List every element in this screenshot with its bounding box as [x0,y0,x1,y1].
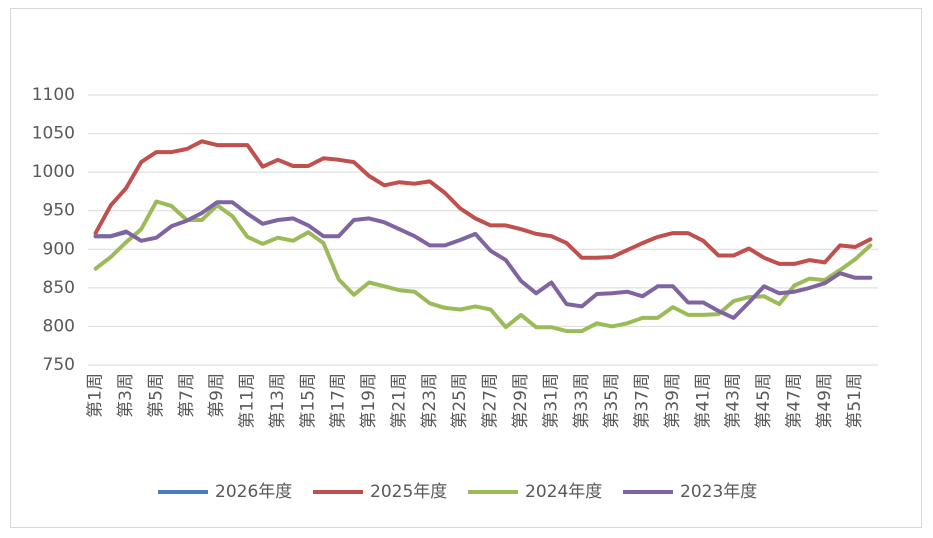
y-tick-label: 1050 [32,124,75,144]
x-tick-label: 第41周 [693,373,713,429]
x-tick-label: 第7周 [177,373,197,418]
legend-item: 2023年度 [623,482,757,502]
legend-item: 2025年度 [313,482,447,502]
x-tick-label: 第43周 [724,373,744,429]
legend-label: 2024年度 [525,482,602,502]
x-tick-label: 第15周 [298,373,318,429]
x-tick-label: 第37周 [633,373,653,429]
x-tick-label: 第5周 [146,373,166,418]
x-tick-label: 第27周 [481,373,501,429]
x-tick-label: 第33周 [572,373,592,429]
chart-frame [10,8,922,528]
x-tick-label: 第35周 [602,373,622,429]
x-tick-label: 第31周 [541,373,561,429]
x-tick-label: 第21周 [389,373,409,429]
y-tick-label: 950 [43,201,75,221]
x-tick-label: 第25周 [450,373,470,429]
y-tick-label: 1100 [32,85,75,105]
x-tick-label: 第17周 [329,373,349,429]
legend-label: 2026年度 [215,482,292,502]
legend-item: 2026年度 [158,482,292,502]
x-tick-label: 第19周 [359,373,379,429]
x-tick-label: 第39周 [663,373,683,429]
y-tick-label: 750 [43,355,75,375]
legend-label: 2025年度 [370,482,447,502]
y-tick-label: 900 [43,239,75,259]
x-tick-label: 第45周 [754,373,774,429]
x-tick-label: 第51周 [845,373,865,429]
x-tick-label: 第29周 [511,373,531,429]
y-tick-label: 850 [43,278,75,298]
x-tick-label: 第11周 [238,373,258,429]
x-tick-label: 第49周 [815,373,835,429]
series-line [93,200,873,320]
series-line [93,199,873,334]
x-tick-label: 第13周 [268,373,288,429]
y-tick-label: 1000 [32,162,75,182]
x-tick-label: 第1周 [86,373,106,418]
series-line [93,139,873,266]
x-tick-label: 第47周 [784,373,804,429]
y-tick-label: 800 [43,316,75,336]
legend-label: 2023年度 [680,482,757,502]
x-tick-label: 第3周 [116,373,136,418]
x-tick-label: 第23周 [420,373,440,429]
x-tick-label: 第9周 [207,373,227,418]
legend-item: 2024年度 [468,482,602,502]
